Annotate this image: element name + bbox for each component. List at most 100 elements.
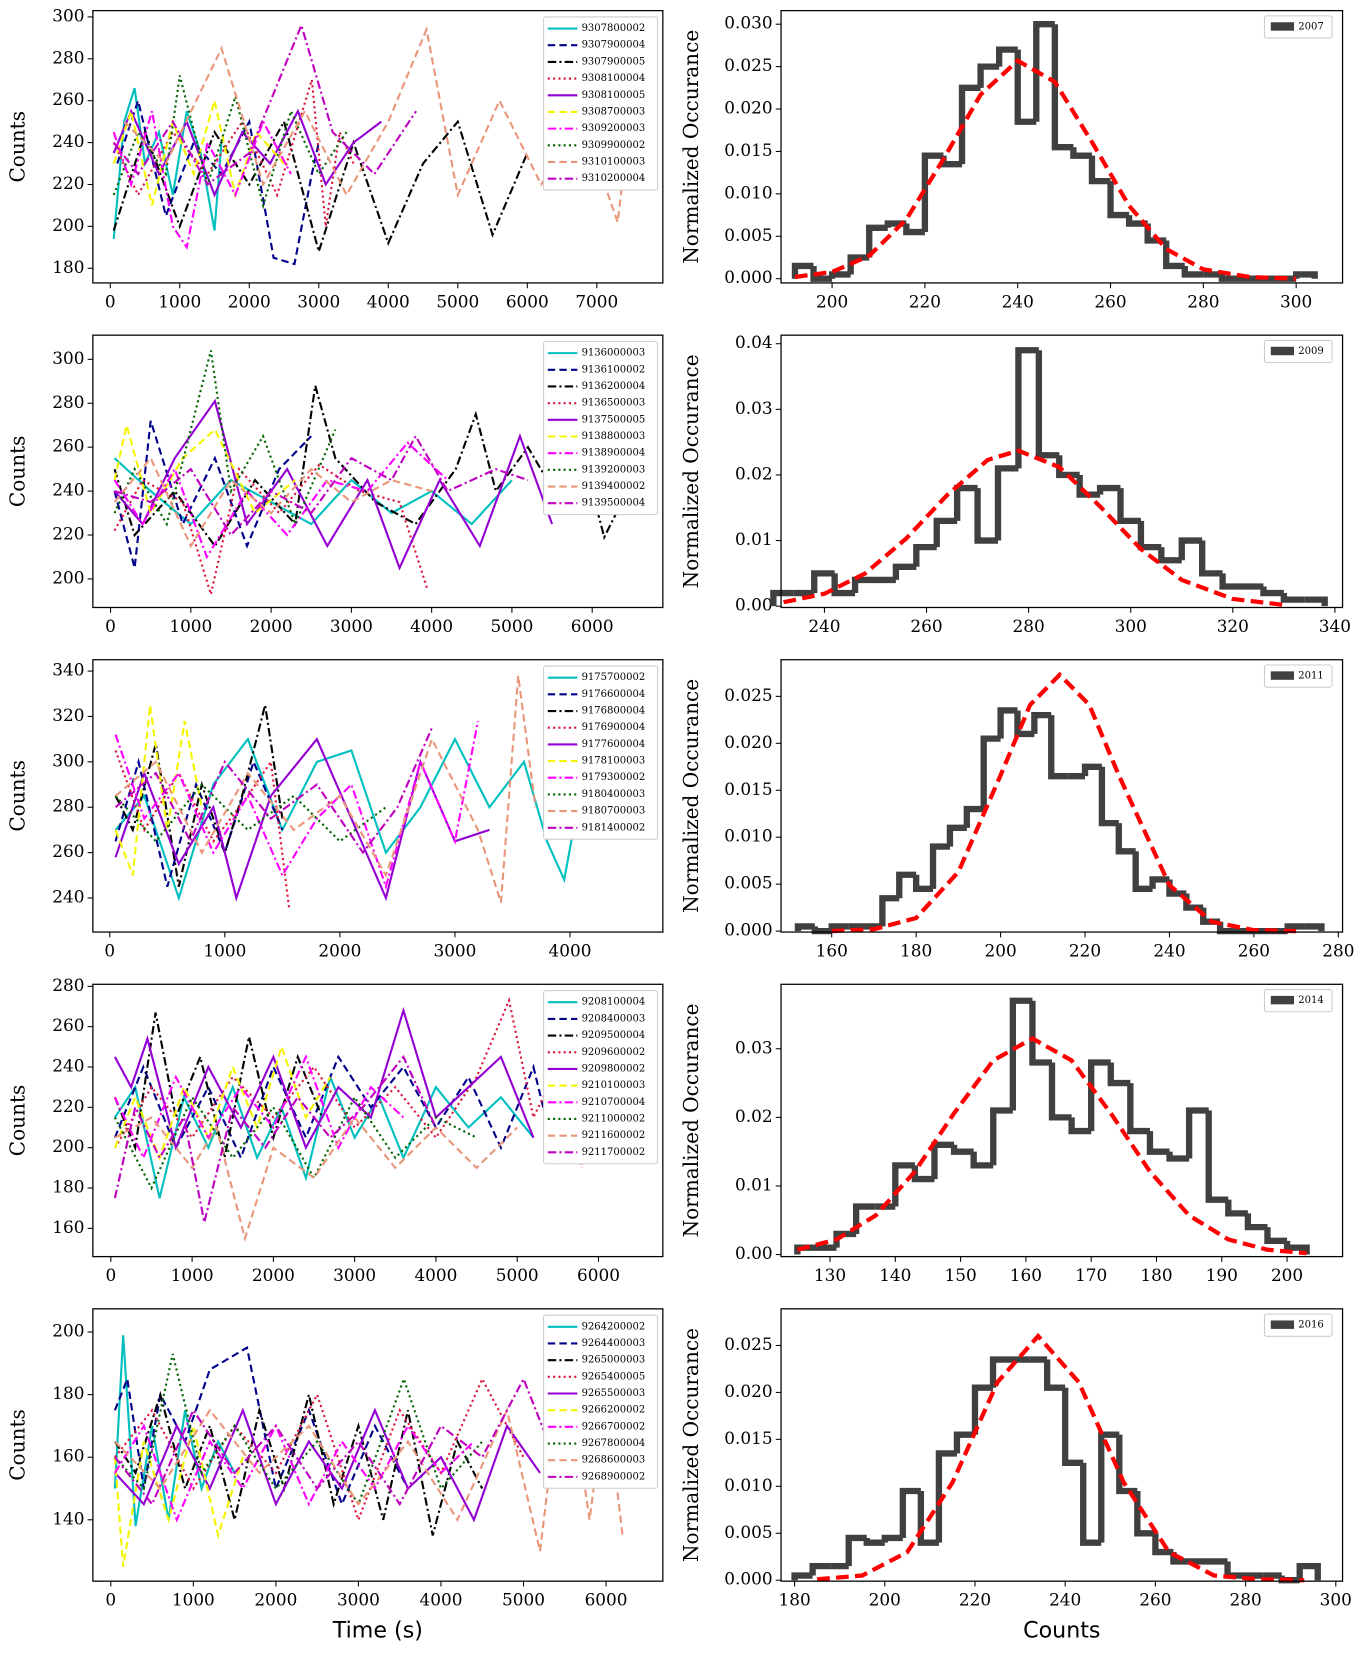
x-tick-label: 280	[1322, 941, 1354, 961]
y-tick-label: 280	[52, 47, 84, 67]
hist-step	[847, 254, 870, 275]
y-tick-label: 220	[52, 1096, 84, 1116]
hist-step	[1029, 1000, 1053, 1066]
y-tick-label: 0.015	[724, 1428, 772, 1448]
legend-label: 9208100004	[582, 997, 646, 1008]
panel: 0 1000 2000 3000 4000 5000 6000 7000 180 200 220 24…	[5, 5, 664, 311]
hist-step	[1088, 155, 1111, 185]
x-tick-label: 4000	[367, 291, 410, 311]
fit-curve	[783, 448, 1285, 607]
legend-label: 2007	[1298, 21, 1324, 32]
legend-label: 9180700003	[582, 806, 646, 817]
hist-step	[1149, 876, 1170, 889]
x-tick-label: 150	[944, 1265, 976, 1285]
hist-step	[1062, 1387, 1084, 1467]
hist-step	[831, 573, 856, 597]
series-line	[113, 1345, 409, 1508]
legend-label: 9136000003	[582, 348, 646, 359]
x-tick-label: 180	[778, 1590, 810, 1610]
legend-box	[1263, 339, 1333, 364]
x-tick-label: 300	[1320, 1590, 1352, 1610]
hist-step	[990, 1107, 1013, 1166]
legend-label: 9181400002	[582, 822, 646, 833]
hist-step	[1264, 1227, 1288, 1244]
legend-swatch	[1270, 671, 1295, 680]
hist-step	[989, 1356, 1012, 1388]
hist-step	[1218, 274, 1241, 282]
legend-label: 2014	[1298, 995, 1324, 1006]
x-tick-label: 240	[1153, 941, 1185, 961]
y-tick-label: 220	[52, 173, 84, 193]
series-line	[113, 398, 554, 571]
x-tick-label: 4000	[410, 616, 453, 636]
y-tick-label: 0.00	[735, 595, 773, 615]
panel: 0 1000 2000 3000 4000 5000 6000 200 220 240 260 280…	[5, 334, 664, 636]
hist-step	[1068, 1117, 1092, 1135]
hist-step	[1158, 547, 1182, 564]
hist-step	[1115, 823, 1136, 855]
series-line	[113, 1425, 244, 1567]
hist-step	[1056, 455, 1080, 479]
legend-swatch	[1270, 995, 1295, 1005]
y-tick-label: 280	[52, 975, 84, 995]
x-tick-label: 200	[869, 1590, 901, 1610]
hist-step	[994, 465, 1019, 541]
x-tick-label: 240	[808, 616, 840, 636]
x-tick-label: 320	[1217, 616, 1249, 636]
hist-step	[1304, 596, 1328, 607]
y-tick-label: 0.000	[724, 267, 772, 287]
x-tick-label: 280	[1187, 291, 1219, 311]
hist-step	[917, 1491, 939, 1546]
y-tick-label: 220	[52, 524, 84, 544]
y-tick-label: 0.015	[724, 140, 772, 160]
legend-label: 9266200002	[582, 1405, 646, 1416]
plot-frame	[92, 334, 664, 609]
plot-frame	[780, 983, 1344, 1258]
y-tick-label: 260	[52, 841, 84, 861]
hist-step	[1304, 923, 1325, 932]
legend-label: 9266700002	[582, 1421, 646, 1432]
y-tick-label: 200	[52, 1321, 84, 1341]
y-tick-label: 180	[52, 1177, 84, 1197]
x-tick-label: 190	[1206, 1265, 1238, 1285]
x-tick-label: 280	[1229, 1590, 1261, 1610]
legend-label: 9209500004	[582, 1030, 646, 1041]
x-tick-label: 160	[1010, 1265, 1042, 1285]
y-tick-label: 0.03	[735, 398, 773, 418]
y-tick-label: 0.005	[724, 225, 772, 245]
hist-step	[933, 517, 958, 548]
y-tick-label: 0.025	[724, 1334, 772, 1354]
hist-step	[770, 589, 794, 607]
x-tick-label: 6000	[585, 1590, 628, 1610]
x-tick-label: 1000	[158, 291, 201, 311]
legend-label: 9178100003	[582, 756, 646, 767]
hist-step	[1280, 593, 1305, 603]
legend-label: 9208400003	[582, 1013, 646, 1024]
legend-box	[1263, 15, 1333, 39]
x-axis-label: Counts	[1023, 1617, 1100, 1643]
x-tick-label: 3000	[330, 616, 373, 636]
y-tick-label: 0.01	[735, 1174, 773, 1194]
fit-curve	[794, 58, 1297, 281]
series-line	[114, 737, 490, 902]
y-tick-label: 240	[52, 131, 84, 151]
plot-frame	[780, 1308, 1344, 1582]
x-tick-label: 280	[1013, 616, 1045, 636]
y-tick-label: 0.04	[735, 332, 773, 352]
hist-step	[913, 543, 937, 567]
y-tick-label: 0.010	[724, 1475, 772, 1495]
hist-step	[1292, 271, 1318, 279]
legend-label: 9138800003	[582, 431, 646, 442]
series-line	[113, 1054, 437, 1223]
y-tick-label: 0.005	[724, 1522, 772, 1542]
legend-label: 9211700002	[582, 1147, 646, 1158]
series-line	[113, 1012, 324, 1159]
y-tick-label: 140	[52, 1508, 84, 1528]
y-tick-label: 160	[52, 1446, 84, 1466]
x-tick-label: 240	[1002, 291, 1034, 311]
legend-label: 9211600002	[582, 1130, 646, 1141]
y-axis-label: Counts	[5, 111, 29, 183]
y-tick-label: 0.015	[724, 779, 772, 799]
y-tick-label: 0.030	[724, 13, 772, 33]
y-tick-label: 200	[52, 567, 84, 587]
